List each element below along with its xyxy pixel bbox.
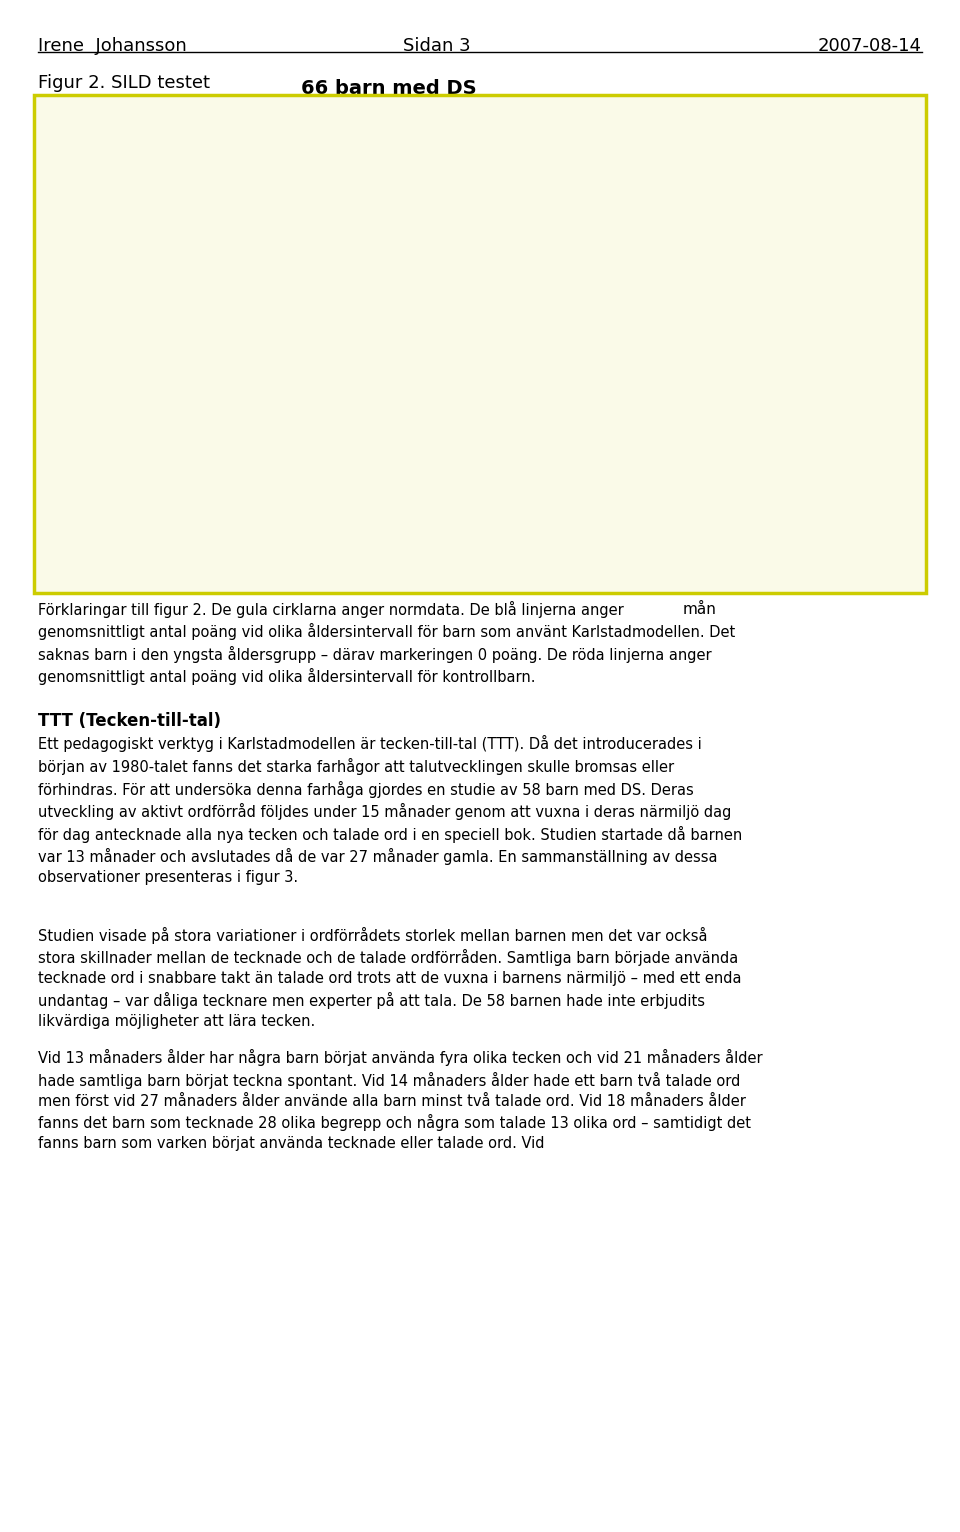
Text: 2007-08-14: 2007-08-14	[818, 37, 922, 55]
Line: kontrollbarn: kontrollbarn	[162, 316, 598, 504]
Point	[159, 441, 175, 466]
kontrollbarn	[588, 311, 599, 329]
Legend: projektbarn, kontrollbarn: projektbarn, kontrollbarn	[686, 313, 842, 362]
Text: mån: mån	[683, 602, 716, 617]
kontrollbarn	[332, 427, 344, 446]
Text: TTT (Tecken-till-tal): TTT (Tecken-till-tal)	[38, 712, 222, 731]
Text: Ett pedagogiskt verktyg i Karlstadmodellen är tecken-till-tal (TTT). Då det intr: Ett pedagogiskt verktyg i Karlstadmodell…	[38, 735, 743, 885]
Text: Studien visade på stora variationer i ordförrådets storlek mellan barnen men det: Studien visade på stora variationer i or…	[38, 927, 742, 1028]
Text: Irene  Johansson: Irene Johansson	[38, 37, 187, 55]
projektbarn	[417, 283, 428, 302]
Line: projektbarn: projektbarn	[162, 150, 598, 548]
Text: Sidan 3: Sidan 3	[403, 37, 470, 55]
Text: Figur 2. SILD testet: Figur 2. SILD testet	[38, 74, 210, 92]
kontrollbarn	[247, 469, 258, 487]
Text: Förklaringar till figur 2. De gula cirklarna anger normdata. De blå linjerna ang: Förklaringar till figur 2. De gula cirkl…	[38, 601, 735, 685]
projektbarn	[502, 242, 514, 260]
projektbarn	[588, 146, 599, 164]
kontrollbarn	[502, 355, 514, 374]
Point	[415, 190, 430, 214]
Y-axis label: poäng genomsnitt: poäng genomsnitt	[61, 262, 80, 412]
Title: 66 barn med DS
SILDtest: 66 barn med DS SILDtest	[301, 80, 476, 121]
projektbarn	[161, 535, 173, 553]
projektbarn	[332, 355, 344, 374]
kontrollbarn	[417, 403, 428, 421]
Text: Vid 13 månaders ålder har några barn börjat använda fyra olika tecken och vid 21: Vid 13 månaders ålder har några barn bör…	[38, 1049, 763, 1151]
Point	[330, 328, 346, 352]
projektbarn	[247, 432, 258, 450]
kontrollbarn	[161, 490, 173, 509]
Point	[500, 129, 516, 153]
